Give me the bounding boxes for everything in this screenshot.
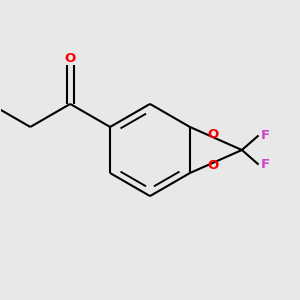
Text: F: F [261, 158, 270, 172]
Text: O: O [208, 159, 219, 172]
Text: O: O [208, 128, 219, 141]
Text: O: O [64, 52, 76, 65]
Text: F: F [261, 128, 270, 142]
